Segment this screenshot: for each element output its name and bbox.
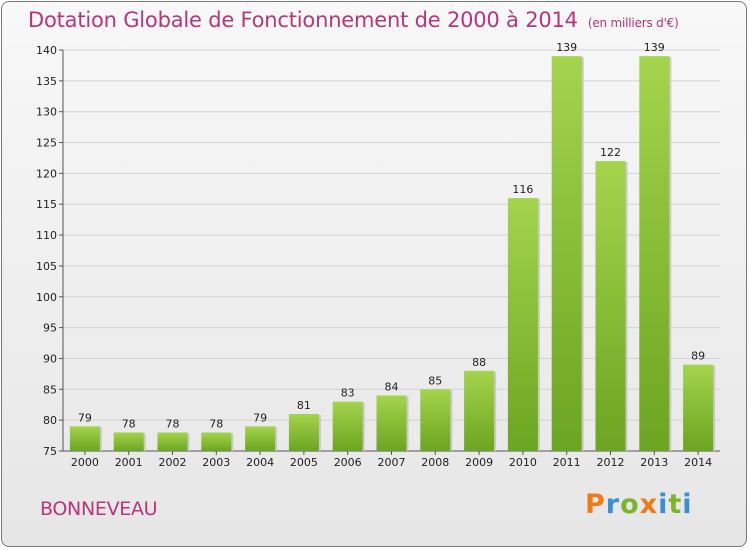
data-label: 79 (253, 411, 267, 424)
data-label: 89 (691, 350, 705, 363)
data-label: 116 (512, 183, 533, 196)
y-tick-label: 90 (43, 352, 57, 365)
data-label: 78 (122, 417, 136, 430)
data-label: 78 (209, 417, 223, 430)
bar (288, 413, 319, 451)
x-tick-label: 2007 (378, 456, 406, 469)
data-label: 85 (428, 374, 442, 387)
x-tick-label: 2002 (159, 456, 187, 469)
y-tick-label: 120 (36, 167, 57, 180)
y-tick-label: 140 (36, 44, 57, 57)
y-tick-label: 105 (36, 260, 57, 273)
bar (683, 364, 714, 451)
x-tick-label: 2003 (202, 456, 230, 469)
bar (245, 426, 276, 451)
x-tick-label: 2009 (465, 456, 493, 469)
bar (507, 198, 538, 451)
x-tick-label: 2008 (421, 456, 449, 469)
proxiti-logo[interactable]: Proxiti (585, 489, 693, 520)
chart-title-text: Dotation Globale de Fonctionnement de 20… (28, 8, 578, 32)
data-label: 122 (600, 146, 621, 159)
x-tick-label: 2005 (290, 456, 318, 469)
x-tick-label: 2013 (640, 456, 668, 469)
data-label: 139 (556, 41, 577, 54)
y-tick-label: 135 (36, 75, 57, 88)
commune-name: BONNEVEAU (40, 498, 158, 520)
bar (376, 395, 407, 451)
x-tick-label: 2012 (597, 456, 625, 469)
chart-title: Dotation Globale de Fonctionnement de 20… (28, 8, 679, 32)
data-label: 79 (78, 411, 92, 424)
data-label: 83 (341, 387, 355, 400)
y-tick-label: 95 (43, 322, 57, 335)
y-tick-label: 125 (36, 137, 57, 150)
bar (551, 56, 582, 452)
bar (69, 426, 100, 451)
data-label: 88 (472, 356, 486, 369)
y-tick-label: 80 (43, 414, 57, 427)
y-tick-label: 130 (36, 106, 57, 119)
y-tick-label: 100 (36, 291, 57, 304)
x-tick-label: 2010 (509, 456, 537, 469)
bar (639, 56, 670, 452)
x-tick-label: 2000 (71, 456, 99, 469)
bar (201, 432, 232, 451)
chart-unit: (en milliers d'€) (587, 16, 679, 30)
x-tick-label: 2004 (246, 456, 274, 469)
y-tick-label: 85 (43, 383, 57, 396)
x-tick-label: 2001 (115, 456, 143, 469)
y-tick-label: 110 (36, 229, 57, 242)
bar (113, 432, 144, 451)
bar (332, 401, 363, 451)
data-label: 78 (166, 417, 180, 430)
x-tick-label: 2011 (553, 456, 581, 469)
data-label: 139 (644, 41, 665, 54)
y-tick-label: 75 (43, 445, 57, 458)
x-tick-label: 2014 (684, 456, 712, 469)
bar (464, 370, 495, 451)
bar (420, 389, 451, 451)
y-tick-label: 115 (36, 198, 57, 211)
data-label: 84 (385, 380, 399, 393)
bars (69, 56, 716, 452)
x-tick-label: 2006 (334, 456, 362, 469)
labels: 75 80 85 90 95 100 105 110 115 120 125 130 135 140 79 2… (36, 41, 712, 469)
bar (157, 432, 188, 451)
bar (595, 161, 626, 452)
data-label: 81 (297, 399, 311, 412)
